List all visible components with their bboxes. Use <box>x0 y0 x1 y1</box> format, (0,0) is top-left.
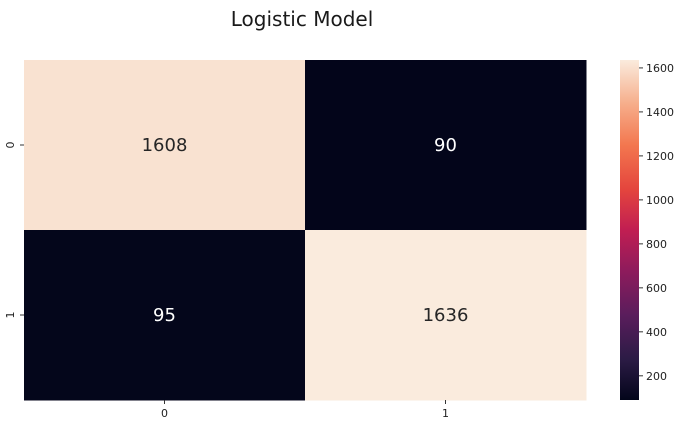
cell-label-0-0: 1608 <box>142 135 188 156</box>
heatmap-cell-1-0 <box>24 230 306 401</box>
heatmap-cell-0-0 <box>24 60 306 231</box>
colorbar: 200 400 600 800 1000 1200 1400 1600 <box>620 60 674 400</box>
y-tick-label-0: 0 <box>4 142 17 149</box>
cell-label-1-0: 95 <box>153 305 176 326</box>
cell-label-0-1: 90 <box>434 135 457 156</box>
colorbar-tick-label-4: 1000 <box>646 194 674 207</box>
x-tick-label-0: 0 <box>161 407 168 420</box>
heatmap-cell-1-1 <box>305 230 587 401</box>
colorbar-tick-label-1: 400 <box>646 326 667 339</box>
colorbar-tick-label-3: 800 <box>646 238 667 251</box>
colorbar-tick-label-7: 1600 <box>646 62 674 75</box>
x-tick-label-1: 1 <box>442 407 449 420</box>
heatmap-cell-0-1 <box>305 60 587 231</box>
colorbar-tick-label-5: 1200 <box>646 150 674 163</box>
colorbar-tick-label-6: 1400 <box>646 106 674 119</box>
y-axis: 01 <box>4 142 24 319</box>
colorbar-ticks: 200 400 600 800 1000 1200 1400 1600 <box>639 62 674 383</box>
colorbar-tick-label-2: 600 <box>646 282 667 295</box>
chart-title: Logistic Model <box>231 7 374 31</box>
colorbar-gradient <box>620 60 639 400</box>
colorbar-tick-label-0: 200 <box>646 370 667 383</box>
y-tick-label-1: 1 <box>4 312 17 319</box>
cell-label-1-1: 1636 <box>423 305 469 326</box>
heatmap-cells: 1608 90 95 1636 <box>24 60 587 401</box>
